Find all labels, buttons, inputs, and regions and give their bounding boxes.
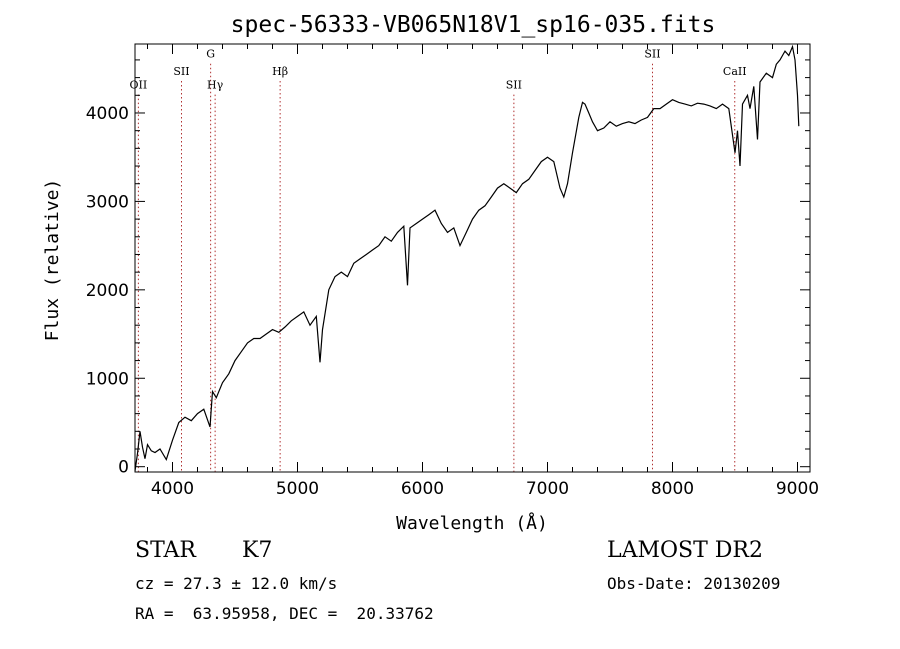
y-axis-label: Flux (relative)	[42, 179, 63, 342]
spectral-subclass: K7	[242, 538, 273, 563]
y-tick-label: 4000	[86, 104, 129, 124]
observation-date: Obs-Date: 20130209	[607, 574, 781, 593]
line-marker-label: G	[206, 48, 215, 61]
ra-dec-coordinates: RA = 63.95958, DEC = 20.33762	[135, 604, 434, 623]
x-tick-label: 5000	[276, 479, 319, 499]
y-axis-ticks: 0 1000 2000 3000 4000	[86, 59, 810, 478]
line-marker-label: OII	[130, 79, 148, 92]
x-tick-label: 9000	[776, 479, 819, 499]
line-marker-label: SII	[506, 79, 522, 92]
x-tick-label: 7000	[526, 479, 569, 499]
x-axis-label: Wavelength (Å)	[396, 512, 548, 534]
line-marker-label: CaII	[723, 65, 747, 78]
x-tick-label: 6000	[401, 479, 444, 499]
plot-frame	[134, 43, 811, 473]
x-axis-ticks: 4000 5000 6000 7000 8000 9000	[147, 44, 819, 499]
line-markers-layer: OII SII G Hγ Hβ SII SII CaII	[130, 48, 747, 472]
y-tick-label: 1000	[86, 369, 129, 389]
object-class: STAR	[135, 538, 196, 563]
survey-name: LAMOST DR2	[607, 538, 763, 563]
redshift-velocity: cz = 27.3 ± 12.0 km/s	[135, 574, 338, 593]
line-marker-label: Hβ	[272, 65, 288, 78]
chart-title: spec-56333-VB065N18V1_sp16-035.fits	[231, 12, 716, 38]
y-tick-label: 2000	[86, 281, 129, 301]
y-tick-label: 3000	[86, 192, 129, 212]
line-marker-label: Hγ	[207, 79, 224, 92]
line-marker-label: SII	[173, 65, 189, 78]
y-tick-label: 0	[118, 458, 129, 478]
x-tick-label: 4000	[151, 479, 194, 499]
line-marker-label: SII	[644, 48, 660, 61]
x-tick-label: 8000	[651, 479, 694, 499]
spectrum-series-line	[134, 44, 800, 472]
